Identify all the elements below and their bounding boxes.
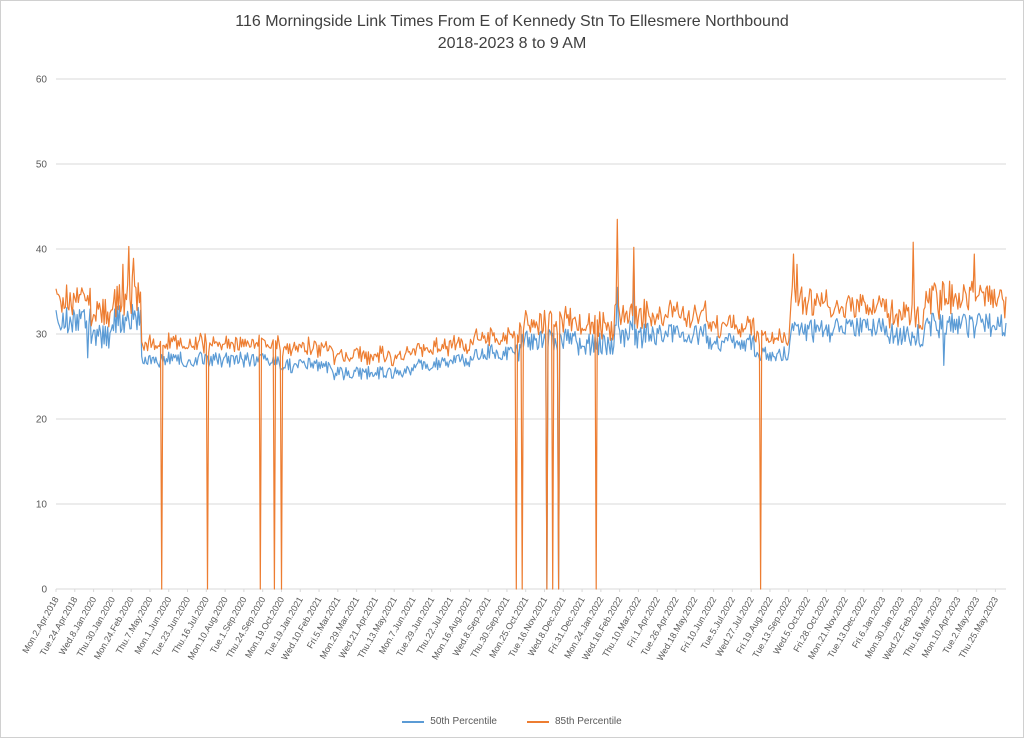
- series-line-50th-percentile: [55, 258, 1007, 590]
- y-tick-label: 60: [36, 75, 48, 86]
- legend-label-50th: 50th Percentile: [430, 716, 497, 727]
- y-tick-label: 50: [36, 160, 48, 171]
- legend-line-swatch-85th: [527, 720, 549, 723]
- y-tick-label: 30: [36, 330, 48, 341]
- chart-title-line2: 2018-2023 8 to 9 AM: [437, 35, 587, 52]
- legend-item-85th-percentile: 85th Percentile: [527, 716, 622, 727]
- legend-label-85th: 85th Percentile: [555, 716, 622, 727]
- chart-title: 116 Morningside Link Times From E of Ken…: [1, 11, 1023, 55]
- legend-item-50th-percentile: 50th Percentile: [402, 716, 497, 727]
- legend: 50th Percentile 85th Percentile: [1, 716, 1023, 727]
- y-tick-label: 40: [36, 245, 48, 256]
- y-tick-label: 10: [36, 500, 48, 511]
- y-tick-label: 20: [36, 415, 48, 426]
- chart-title-line1: 116 Morningside Link Times From E of Ken…: [235, 13, 789, 30]
- series-line-85th-percentile: [55, 218, 1007, 590]
- legend-line-swatch-50th: [402, 720, 425, 723]
- y-tick-label: 0: [41, 585, 47, 596]
